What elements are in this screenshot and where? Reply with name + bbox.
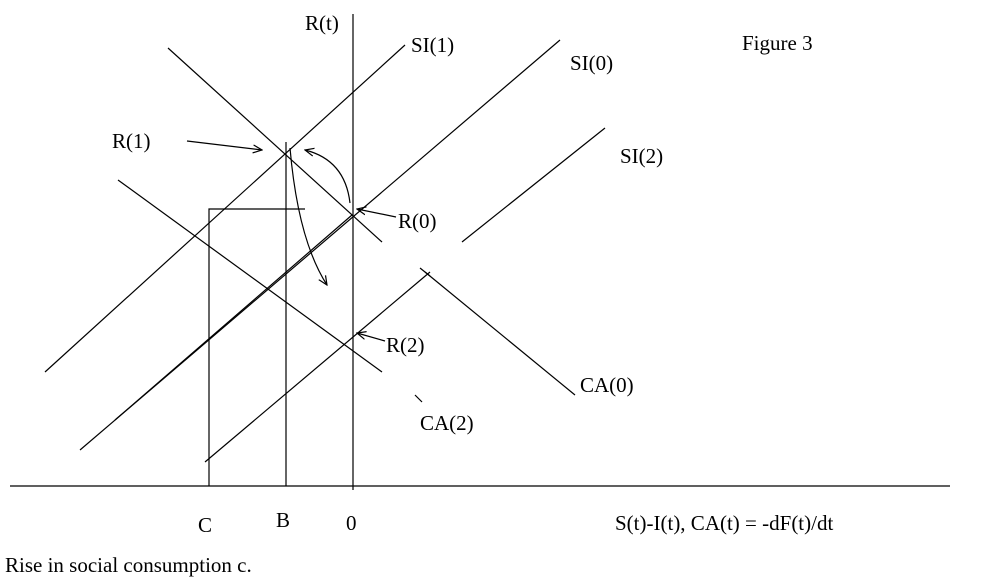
si-lower-line bbox=[204, 271, 431, 463]
si-mid-line bbox=[114, 214, 353, 421]
figure-title: Figure 3 bbox=[742, 31, 813, 55]
arrows bbox=[186, 140, 397, 342]
arrow-r2 bbox=[357, 333, 386, 342]
x-mark-label: B bbox=[276, 508, 290, 532]
y-label: R(t) bbox=[305, 11, 339, 35]
curve-label: SI(2) bbox=[620, 144, 663, 168]
x-label: S(t)-I(t), CA(t) = -dF(t)/dt bbox=[615, 511, 833, 535]
ca-lines bbox=[117, 47, 576, 403]
caption: Rise in social consumption c. bbox=[5, 553, 252, 577]
si-lines bbox=[44, 39, 606, 463]
guide-c bbox=[208, 208, 305, 486]
si2-line bbox=[461, 127, 606, 243]
axes bbox=[10, 14, 950, 490]
point-label: R(0) bbox=[398, 209, 437, 233]
guides bbox=[208, 142, 305, 486]
arrow-r1 bbox=[186, 140, 262, 150]
ca2-pointer bbox=[414, 394, 423, 403]
curve-label: SI(0) bbox=[570, 51, 613, 75]
ca0-line bbox=[424, 271, 576, 396]
arrow-r0-r1 bbox=[305, 150, 351, 204]
ca2-line bbox=[117, 179, 383, 373]
curve-label: CA(2) bbox=[420, 411, 474, 435]
x-mark-label: 0 bbox=[346, 511, 357, 535]
point-label: R(1) bbox=[112, 129, 151, 153]
curve-label: SI(1) bbox=[411, 33, 454, 57]
curve-label: CA(0) bbox=[580, 373, 634, 397]
labels: R(t) SI(1) SI(0) Figure 3 R(1) SI(2) R(0… bbox=[5, 11, 833, 577]
point-label: R(2) bbox=[386, 333, 425, 357]
x-mark-label: C bbox=[198, 513, 212, 537]
arrow-r0 bbox=[357, 209, 397, 218]
arrow-r1-r2 bbox=[289, 147, 327, 285]
ca1-line bbox=[167, 47, 383, 243]
tick bbox=[419, 267, 431, 277]
